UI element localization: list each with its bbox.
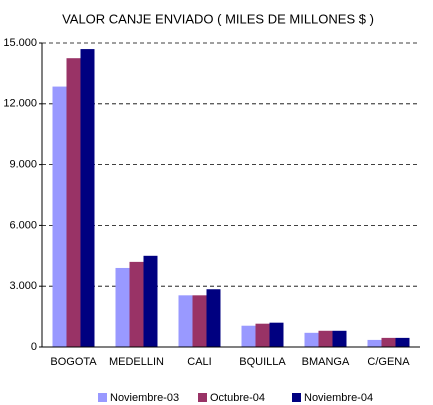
bar: [318, 330, 333, 347]
x-tick-label: BMANGA: [302, 356, 350, 368]
bar: [367, 339, 382, 347]
bar: [381, 337, 396, 347]
legend-label: Octubre-04: [210, 392, 265, 404]
legend-swatch: [292, 393, 301, 402]
y-tick-label: 0: [31, 341, 37, 353]
bar: [395, 337, 410, 347]
bar: [332, 330, 347, 347]
y-tick-label: 9.000: [9, 159, 37, 171]
bar: [143, 255, 158, 347]
bar: [52, 86, 67, 347]
bar: [255, 323, 270, 347]
legend-swatch: [198, 393, 207, 402]
bar: [178, 295, 193, 347]
bar: [241, 325, 256, 347]
x-tick-label: BQUILLA: [239, 356, 286, 368]
legend-label: Noviembre-03: [110, 392, 179, 404]
y-tick-label: 6.000: [9, 219, 37, 231]
bar: [206, 289, 221, 347]
x-tick-label: BOGOTA: [50, 356, 97, 368]
legend-label: Noviembre-04: [304, 392, 373, 404]
x-tick-label: CALI: [187, 356, 211, 368]
chart-title: VALOR CANJE ENVIADO ( MILES DE MILLONES …: [62, 11, 374, 26]
y-tick-label: 15.000: [3, 37, 37, 49]
bar: [66, 58, 81, 347]
bar: [80, 49, 95, 348]
bar: [129, 261, 144, 347]
legend-swatch: [98, 393, 107, 402]
bar: [304, 332, 319, 347]
bar: [269, 322, 284, 347]
y-tick-label: 3.000: [9, 280, 37, 292]
bar: [192, 295, 207, 347]
y-tick-label: 12.000: [3, 98, 37, 110]
bar: [115, 267, 130, 347]
x-tick-label: MEDELLIN: [109, 356, 164, 368]
x-tick-label: C/GENA: [367, 356, 410, 368]
